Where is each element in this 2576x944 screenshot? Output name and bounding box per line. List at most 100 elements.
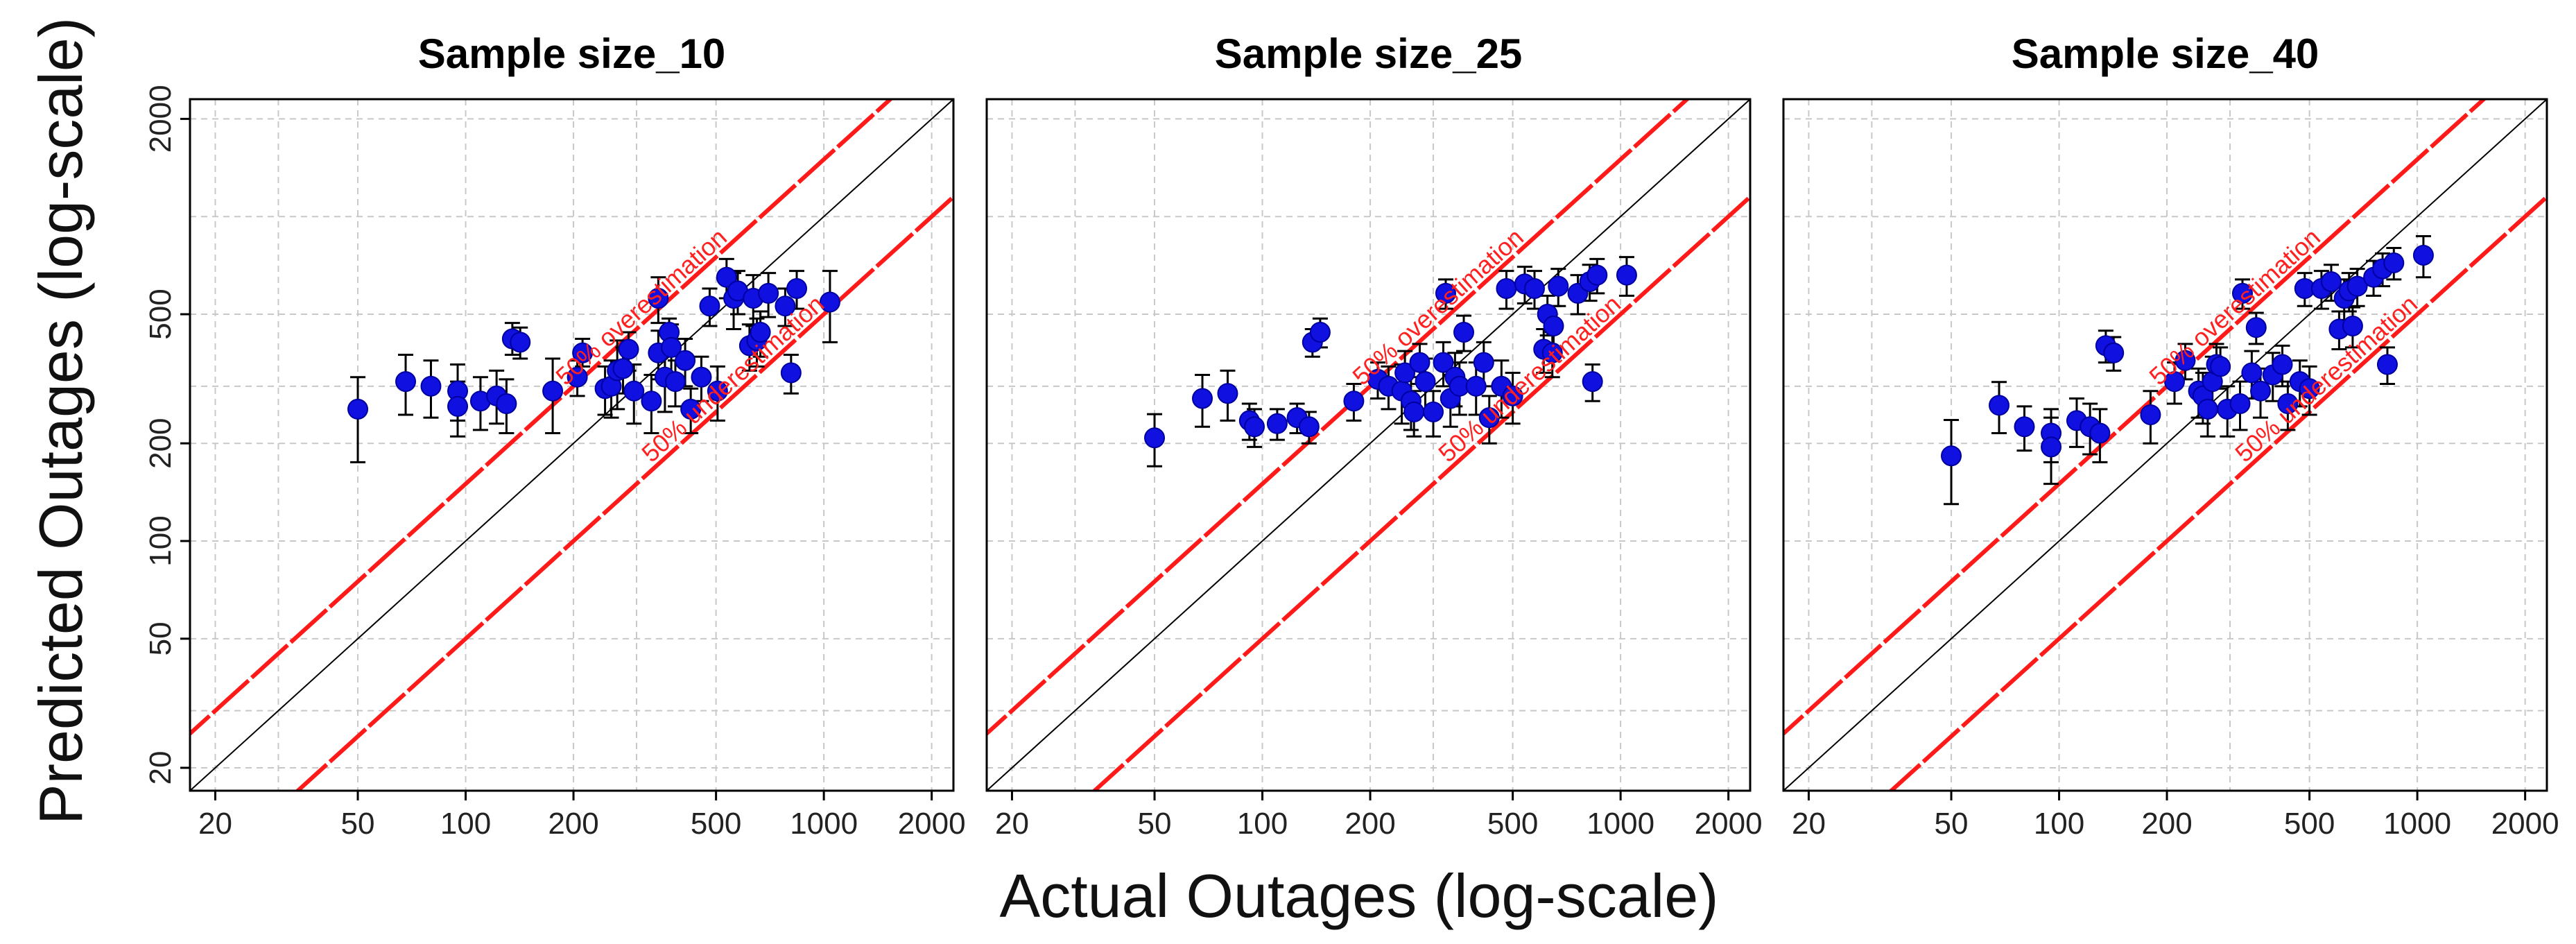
- data-point: [2041, 436, 2062, 458]
- data-point: [1343, 391, 1365, 412]
- data-point: [2299, 378, 2320, 400]
- data-point: [2277, 393, 2299, 415]
- data-point: [567, 366, 588, 388]
- reference-lines: [1783, 99, 2547, 791]
- y-axis-label: Predicted Outages (log-scale): [26, 17, 95, 825]
- data-point: [675, 350, 696, 371]
- data-point: [2342, 315, 2363, 336]
- x-axis-ticks: 20 50 100 200 500 1000 2000: [995, 791, 1763, 841]
- data-point: [1433, 352, 1454, 373]
- y-tick-label: 50: [144, 621, 178, 655]
- data-point: [2229, 393, 2251, 415]
- data-point: [1941, 445, 1962, 467]
- data-point: [2210, 356, 2231, 377]
- data-point: [1548, 275, 1569, 297]
- data-point: [2175, 350, 2196, 371]
- data-point: [2140, 404, 2161, 425]
- data-point: [1496, 277, 1517, 299]
- x-tick-label: 200: [1345, 807, 1395, 841]
- x-axis-label: Actual Outages (log-scale): [1000, 861, 1719, 930]
- data-point: [1587, 264, 1608, 286]
- data-point: [618, 338, 639, 360]
- y-tick-label: 500: [144, 289, 178, 339]
- overestimation-line: [1783, 99, 2487, 737]
- identity-line: [987, 99, 1750, 791]
- data-point: [1423, 401, 1444, 422]
- data-point: [1298, 416, 1320, 438]
- data-point: [1616, 264, 1637, 286]
- x-tick-label: 500: [2284, 807, 2335, 841]
- x-tick-label: 100: [440, 807, 491, 841]
- x-tick-label: 20: [995, 807, 1029, 841]
- data-point: [691, 366, 712, 388]
- data-point: [641, 391, 662, 412]
- data-points: [1941, 235, 2434, 506]
- data-points: [347, 257, 840, 463]
- data-point: [775, 295, 796, 317]
- data-point: [1192, 388, 1213, 409]
- x-tick-label: 1000: [1587, 807, 1654, 841]
- x-tick-label: 50: [1138, 807, 1172, 841]
- data-point: [1453, 322, 1475, 343]
- data-point: [1309, 322, 1331, 343]
- data-point: [542, 380, 564, 402]
- data-point: [648, 288, 669, 309]
- data-point: [661, 336, 682, 358]
- x-tick-label: 2000: [1695, 807, 1763, 841]
- data-point: [1144, 427, 1166, 449]
- data-point: [1543, 315, 1564, 336]
- data-point: [395, 371, 417, 393]
- data-point: [780, 362, 802, 384]
- x-tick-label: 500: [691, 807, 741, 841]
- x-tick-label: 50: [341, 807, 375, 841]
- data-point: [786, 277, 808, 299]
- panel-title: Sample size_10: [418, 31, 726, 77]
- data-point: [496, 393, 517, 415]
- data-point: [758, 282, 779, 304]
- x-axis-ticks: 20 50 100 200 500 1000 2000: [198, 791, 966, 841]
- data-point: [1394, 362, 1416, 384]
- data-point: [699, 295, 720, 317]
- identity-line: [190, 99, 953, 791]
- data-point: [2014, 416, 2035, 438]
- x-tick-label: 2000: [2491, 807, 2559, 841]
- data-point: [680, 398, 702, 420]
- data-point: [1217, 383, 1238, 404]
- plot-frame: [985, 98, 1752, 792]
- error-bar: [350, 376, 366, 463]
- data-point: [1582, 371, 1603, 393]
- underestimation-line: [295, 194, 953, 791]
- data-point: [1541, 342, 1563, 363]
- x-tick-label: 100: [2034, 807, 2084, 841]
- data-point: [2320, 271, 2342, 293]
- data-point: [750, 322, 771, 343]
- data-point: [1502, 385, 1523, 406]
- data-point: [347, 398, 369, 420]
- data-point: [2103, 342, 2125, 363]
- data-point: [623, 380, 645, 402]
- data-point: [2383, 252, 2405, 273]
- x-tick-label: 100: [1237, 807, 1288, 841]
- data-point: [1465, 375, 1487, 397]
- data-point: [2245, 317, 2267, 338]
- data-point: [1409, 352, 1430, 373]
- data-point: [716, 266, 737, 288]
- x-tick-label: 2000: [898, 807, 966, 841]
- data-point: [612, 358, 634, 379]
- x-tick-label: 200: [2141, 807, 2192, 841]
- data-point: [1244, 416, 1265, 438]
- data-point: [1403, 401, 1425, 422]
- data-point: [1478, 407, 1500, 429]
- data-point: [1989, 395, 2010, 416]
- data-point: [2346, 275, 2368, 297]
- data-point: [2197, 398, 2218, 420]
- data-points: [1144, 256, 1637, 467]
- data-point: [1523, 277, 1545, 299]
- data-point: [2241, 362, 2263, 384]
- reference-lines: [987, 99, 1750, 791]
- x-tick-label: 1000: [2383, 807, 2451, 841]
- data-point: [420, 375, 442, 397]
